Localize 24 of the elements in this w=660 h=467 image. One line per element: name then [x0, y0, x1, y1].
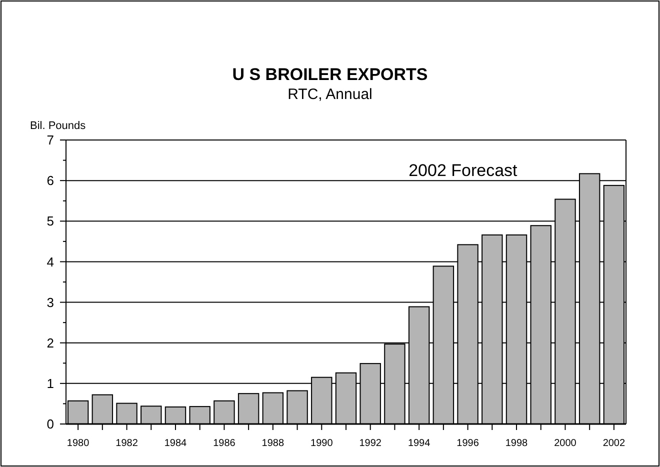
y-tick-label: 4	[46, 254, 54, 270]
x-tick-label: 1986	[213, 438, 236, 449]
chart-subtitle: RTC, Annual	[288, 86, 372, 103]
x-tick-label: 1998	[505, 438, 528, 449]
x-tick-label: 2000	[554, 438, 577, 449]
x-tick-label: 1990	[310, 438, 334, 449]
x-tick-label: 2002	[602, 438, 626, 449]
x-tick-label: 1992	[359, 438, 382, 449]
x-tick-label: 1982	[116, 438, 138, 449]
y-tick-label: 6	[46, 173, 54, 188]
x-tick-label: 1984	[164, 438, 188, 449]
y-tick-label: 2	[46, 335, 54, 350]
y-tick-label: 7	[46, 132, 54, 148]
y-tick-label: 5	[46, 214, 54, 229]
x-tick-label: 1996	[456, 438, 480, 449]
x-tick-label: 1980	[66, 438, 90, 449]
y-tick-label: 1	[46, 376, 54, 391]
x-tick-label: 1988	[262, 438, 284, 449]
y-tick-label: 0	[46, 416, 54, 432]
y-axis-title: Bil. Pounds	[30, 120, 86, 132]
y-tick-label: 3	[46, 294, 54, 310]
annotation: 2002 Forecast	[408, 161, 518, 180]
chart-title: U S BROILER EXPORTS	[232, 65, 428, 84]
x-tick-label: 1994	[408, 438, 431, 449]
